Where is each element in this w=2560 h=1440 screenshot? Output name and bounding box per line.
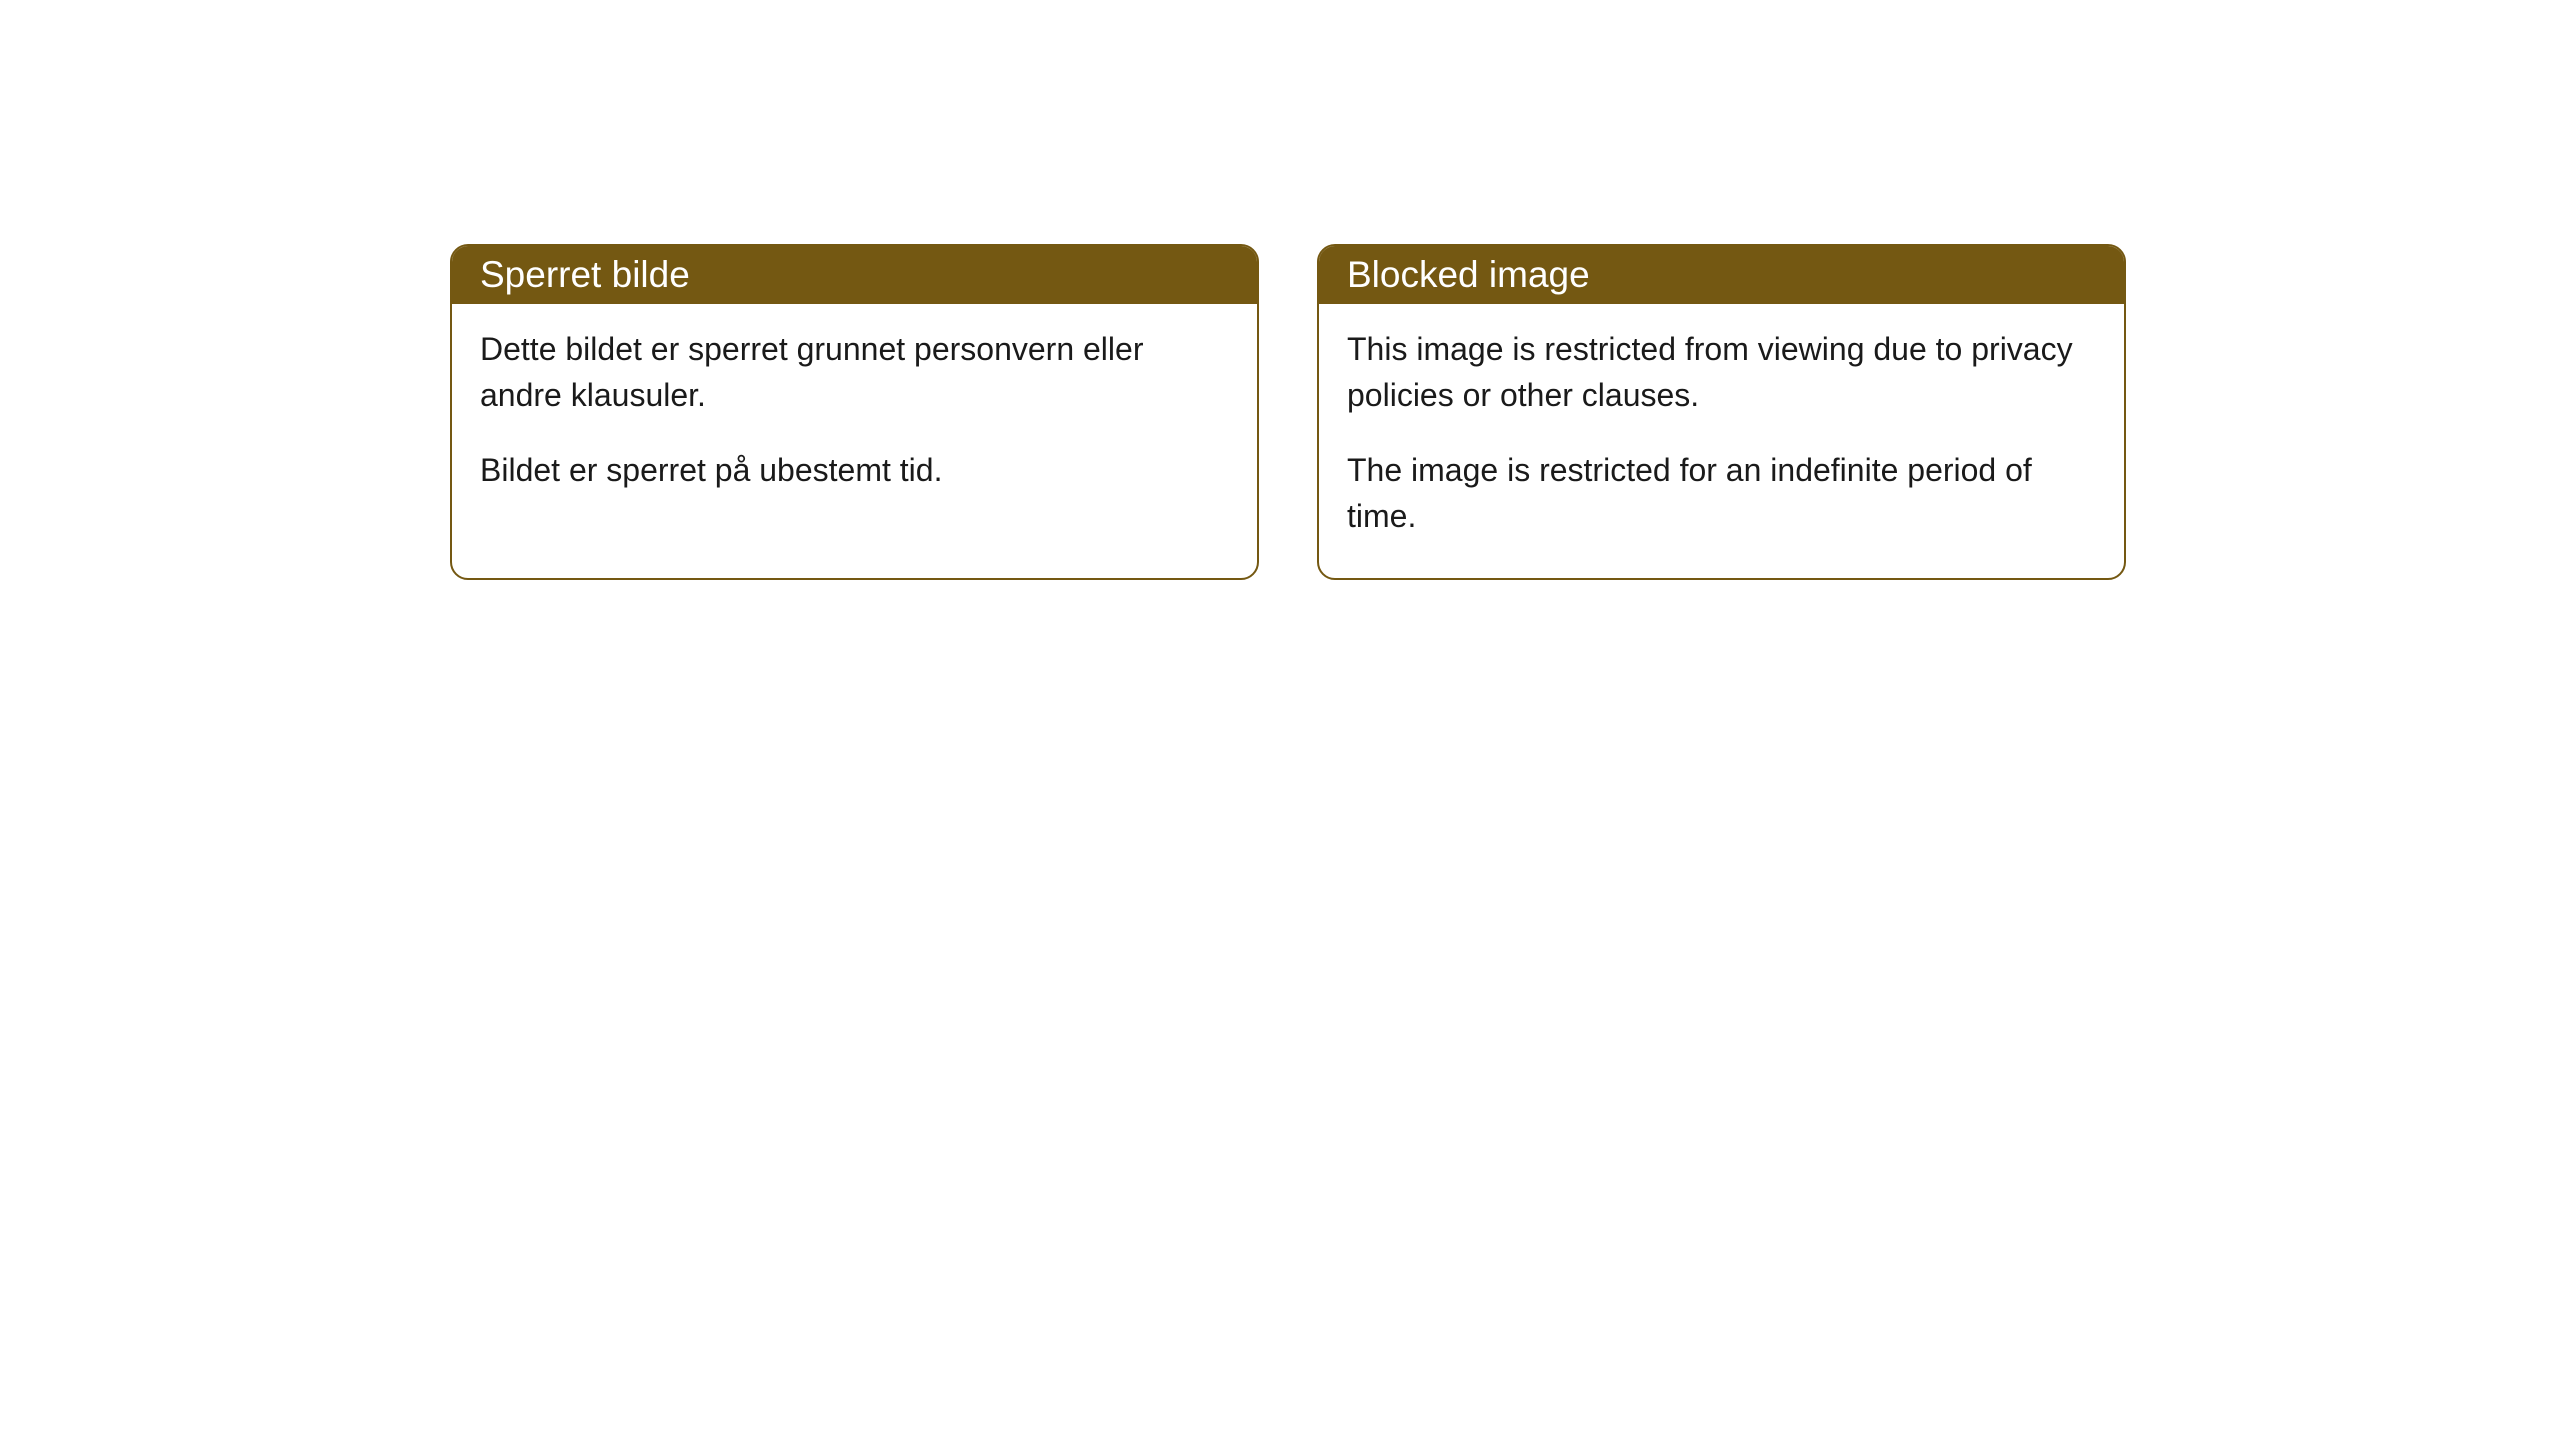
card-title: Sperret bilde xyxy=(480,254,690,295)
card-body: This image is restricted from viewing du… xyxy=(1319,304,2124,578)
blocked-image-card-norwegian: Sperret bilde Dette bildet er sperret gr… xyxy=(450,244,1259,580)
card-header: Sperret bilde xyxy=(452,246,1257,304)
card-paragraph-2: Bildet er sperret på ubestemt tid. xyxy=(480,447,1229,493)
card-body: Dette bildet er sperret grunnet personve… xyxy=(452,304,1257,531)
notice-cards-container: Sperret bilde Dette bildet er sperret gr… xyxy=(450,244,2126,580)
card-paragraph-1: This image is restricted from viewing du… xyxy=(1347,326,2096,419)
card-paragraph-2: The image is restricted for an indefinit… xyxy=(1347,447,2096,540)
card-title: Blocked image xyxy=(1347,254,1590,295)
blocked-image-card-english: Blocked image This image is restricted f… xyxy=(1317,244,2126,580)
card-paragraph-1: Dette bildet er sperret grunnet personve… xyxy=(480,326,1229,419)
card-header: Blocked image xyxy=(1319,246,2124,304)
